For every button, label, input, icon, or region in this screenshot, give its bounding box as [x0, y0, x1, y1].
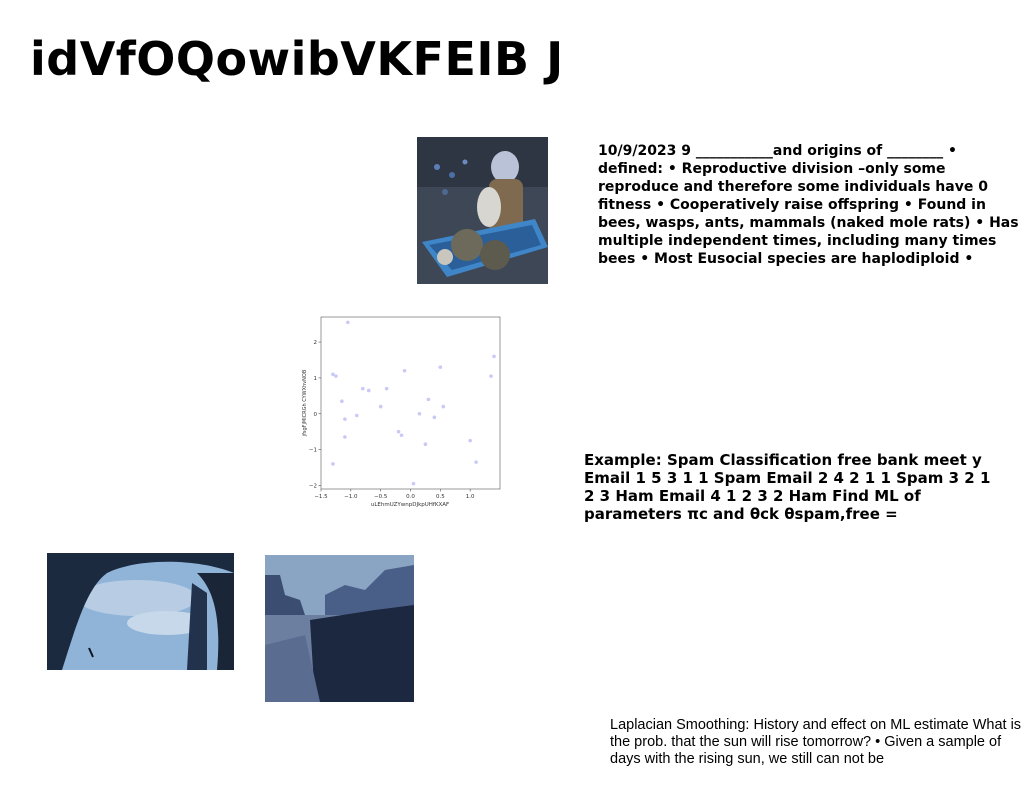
scatter-chart: −1.5 −1.0 −0.5 0.0 0.5 1.0 2 1 0 −1 −2 uLEhmUZYwn… — [300, 310, 510, 515]
scatter-point — [334, 374, 338, 378]
child-wheelbarrow-photo — [417, 137, 548, 284]
scatter-point — [346, 320, 350, 325]
scatter-point — [438, 365, 443, 369]
scatter-point — [343, 417, 347, 421]
scatter-point — [411, 481, 416, 486]
x-tick-label: 0.5 — [436, 494, 445, 500]
scatter-point — [355, 413, 359, 418]
scatter-chart-svg: −1.5 −1.0 −0.5 0.0 0.5 1.0 2 1 0 −1 −2 uLEhmUZYwn… — [302, 316, 501, 508]
x-axis-label: uLEhmUZYwnpDJkpUHfKXAF — [371, 502, 449, 508]
x-tick-label: −1.0 — [344, 494, 358, 500]
scatter-point — [492, 354, 496, 359]
scatter-point — [396, 429, 401, 434]
scatter-point — [331, 462, 335, 466]
scatter-point — [343, 435, 347, 439]
canyon-photo — [265, 555, 414, 702]
scatter-point — [489, 374, 493, 378]
x-ticks: −1.5 −1.0 −0.5 0.0 0.5 1.0 — [314, 489, 475, 500]
scatter-point — [384, 386, 389, 391]
y-tick-label: 1 — [314, 376, 318, 382]
eusocial-text: 10/9/2023 9 ___________and origins of __… — [598, 143, 1019, 267]
spam-classification-text: Example: Spam Classification free bank m… — [584, 451, 991, 523]
scatter-point — [474, 460, 478, 464]
scatter-point — [378, 404, 383, 409]
y-tick-label: −1 — [309, 448, 317, 454]
scatter-point — [360, 386, 365, 391]
y-tick-label: 2 — [314, 340, 318, 346]
scatter-point — [426, 397, 431, 402]
laplacian-smoothing-text: Laplacian Smoothing: History and effect … — [610, 717, 1022, 767]
scatter-point — [441, 404, 446, 409]
scatter-point — [432, 415, 437, 420]
scatter-point — [468, 438, 472, 443]
y-axis-label: jfsgFjMlCRGh CYWXhvNOB — [302, 369, 308, 437]
x-tick-label: −1.5 — [314, 494, 328, 500]
x-tick-label: −0.5 — [374, 494, 388, 500]
y-tick-label: 0 — [314, 412, 318, 418]
x-tick-label: 1.0 — [466, 494, 475, 500]
page-title: idVfOQowibVKFEIB J — [30, 32, 564, 86]
x-tick-label: 0.0 — [406, 494, 415, 500]
y-tick-label: −2 — [309, 483, 317, 489]
scatter-point — [402, 368, 407, 373]
points-layer — [331, 320, 496, 486]
plot-area — [320, 316, 501, 490]
scatter-point — [331, 372, 335, 377]
scatter-point — [417, 411, 422, 416]
scatter-point — [366, 388, 371, 393]
scatter-point — [423, 442, 428, 447]
scatter-point — [399, 433, 404, 438]
cave-arch-photo — [47, 553, 234, 670]
y-ticks: 2 1 0 −1 −2 — [309, 340, 321, 489]
scatter-point — [340, 399, 344, 404]
